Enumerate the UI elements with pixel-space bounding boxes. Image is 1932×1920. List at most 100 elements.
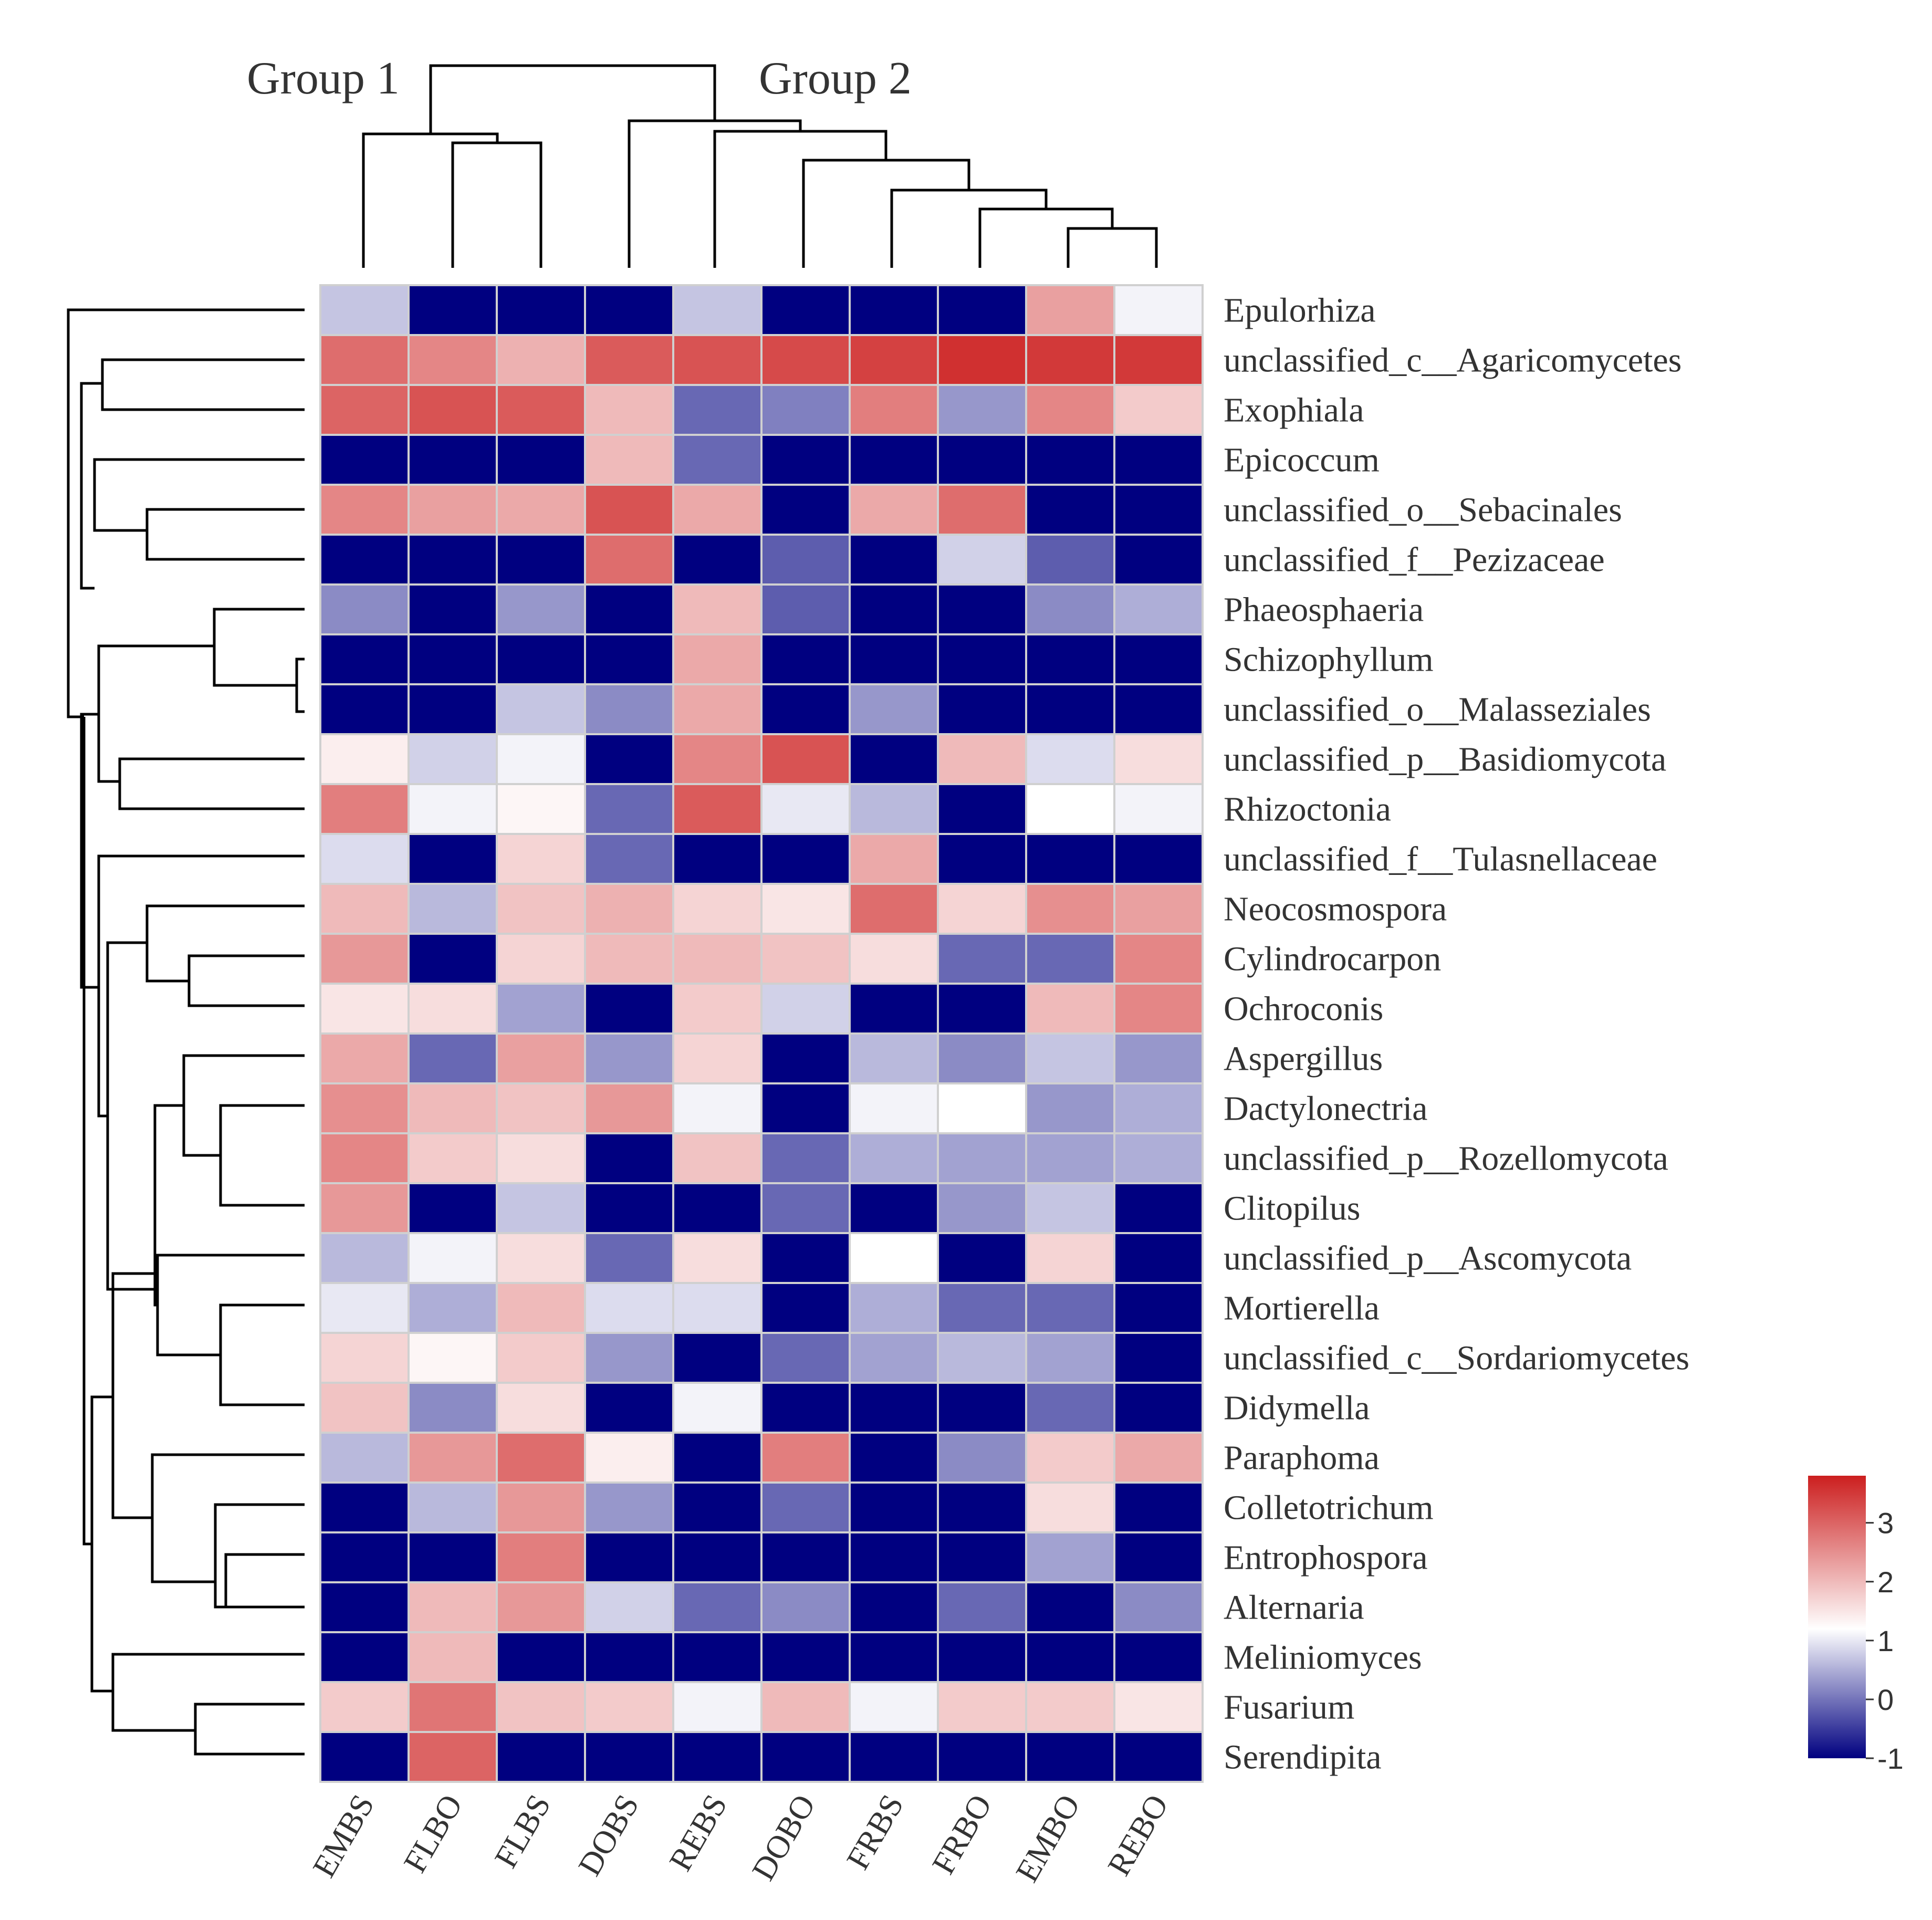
heatmap-cell — [760, 1232, 851, 1284]
heatmap-cell — [1025, 733, 1115, 785]
heatmap-cell — [584, 1581, 674, 1633]
heatmap-cell — [496, 983, 586, 1035]
heatmap-cell — [1113, 1282, 1204, 1334]
heatmap-cell — [760, 1631, 851, 1683]
heatmap-cell — [672, 284, 763, 336]
heatmap-cell — [1113, 833, 1204, 885]
heatmap-cell — [1025, 683, 1115, 735]
heatmap-cell — [496, 633, 586, 685]
row-label: Rhizoctonia — [1224, 790, 1391, 829]
heatmap-cell — [937, 434, 1027, 486]
heatmap-cell — [408, 484, 498, 536]
heatmap-cell — [672, 1681, 763, 1733]
heatmap-cell — [408, 534, 498, 586]
heatmap-cell — [584, 384, 674, 436]
heatmap-cell — [849, 583, 939, 635]
heatmap-cell — [849, 384, 939, 436]
row-label: unclassified_p__Basidiomycota — [1224, 740, 1666, 779]
heatmap-cell — [1113, 933, 1204, 985]
heatmap-cell — [1025, 1032, 1115, 1084]
heatmap-cell — [319, 434, 410, 486]
heatmap-cell — [496, 384, 586, 436]
heatmap-cell — [937, 1132, 1027, 1184]
legend-tick-label: 2 — [1877, 1566, 1894, 1599]
heatmap-cell — [1025, 1232, 1115, 1284]
heatmap-cell — [672, 1332, 763, 1384]
heatmap-cell — [584, 1382, 674, 1434]
heatmap-cell — [496, 284, 586, 336]
heatmap-cell — [496, 434, 586, 486]
heatmap-cell — [760, 1132, 851, 1184]
heatmap-cell — [849, 1232, 939, 1284]
row-label: unclassified_o__Malasseziales — [1224, 691, 1651, 729]
heatmap-cell — [408, 683, 498, 735]
row-label: Epulorhiza — [1224, 291, 1376, 330]
heatmap-cell — [408, 833, 498, 885]
heatmap-cell — [408, 933, 498, 985]
heatmap-cell — [319, 1681, 410, 1733]
heatmap-cell — [849, 1332, 939, 1384]
heatmap-cell — [937, 284, 1027, 336]
heatmap-cell — [408, 633, 498, 685]
heatmap-cell — [672, 384, 763, 436]
heatmap-cell — [1113, 534, 1204, 586]
heatmap-cell — [1025, 1132, 1115, 1184]
heatmap-cell — [408, 1332, 498, 1384]
heatmap-cell — [584, 833, 674, 885]
heatmap-cell — [1113, 334, 1204, 386]
heatmap-cell — [937, 1631, 1027, 1683]
heatmap-cell — [319, 1581, 410, 1633]
heatmap-cell — [584, 983, 674, 1035]
heatmap-cell — [584, 484, 674, 536]
heatmap-cell — [1113, 983, 1204, 1035]
heatmap-cell — [849, 1032, 939, 1084]
heatmap-cell — [584, 933, 674, 985]
heatmap-cell — [1113, 1182, 1204, 1234]
heatmap-cell — [672, 1581, 763, 1633]
heatmap-cell — [408, 1032, 498, 1084]
heatmap-cell — [584, 1731, 674, 1783]
column-label: FLBS — [488, 1789, 558, 1874]
row-label: unclassified_p__Ascomycota — [1224, 1239, 1632, 1278]
heatmap-cell — [937, 1481, 1027, 1533]
heatmap-cell — [849, 1382, 939, 1434]
row-label: Aspergillus — [1224, 1040, 1383, 1078]
heatmap-cell — [1025, 434, 1115, 486]
heatmap-cell — [760, 783, 851, 835]
heatmap-cell — [672, 1631, 763, 1683]
heatmap-cell — [319, 783, 410, 835]
row-label: Colletotrichum — [1224, 1489, 1434, 1527]
heatmap-cell — [849, 1481, 939, 1533]
heatmap-cell — [937, 583, 1027, 635]
heatmap-cell — [408, 783, 498, 835]
heatmap-cell — [760, 683, 851, 735]
heatmap-cell — [1113, 1382, 1204, 1434]
heatmap-cell — [1025, 484, 1115, 536]
heatmap-cell — [937, 1182, 1027, 1234]
heatmap-cell — [1113, 883, 1204, 935]
heatmap-cell — [937, 1382, 1027, 1434]
heatmap-cell — [319, 1631, 410, 1683]
heatmap-cell — [672, 1481, 763, 1533]
heatmap-cell — [849, 484, 939, 536]
heatmap-cell — [319, 334, 410, 386]
heatmap-cell — [408, 384, 498, 436]
heatmap-cell — [319, 484, 410, 536]
heatmap-cell — [319, 883, 410, 935]
heatmap-cell — [849, 1282, 939, 1334]
heatmap-cell — [1113, 1481, 1204, 1533]
row-label: Paraphoma — [1224, 1439, 1380, 1477]
heatmap-cell — [1113, 284, 1204, 336]
heatmap-cell — [1025, 1082, 1115, 1134]
row-dendrogram — [67, 308, 305, 1756]
heatmap-cell — [496, 334, 586, 386]
heatmap-cell — [319, 1332, 410, 1384]
heatmap-cell — [760, 484, 851, 536]
row-label: Phaeosphaeria — [1224, 591, 1424, 629]
heatmap-cell — [760, 1731, 851, 1783]
heatmap-cell — [1025, 1681, 1115, 1733]
color-legend-bar — [1808, 1476, 1866, 1758]
row-label: Serendipita — [1224, 1738, 1382, 1777]
row-label: Schizophyllum — [1224, 641, 1434, 679]
group-2-label: Group 2 — [759, 53, 912, 104]
